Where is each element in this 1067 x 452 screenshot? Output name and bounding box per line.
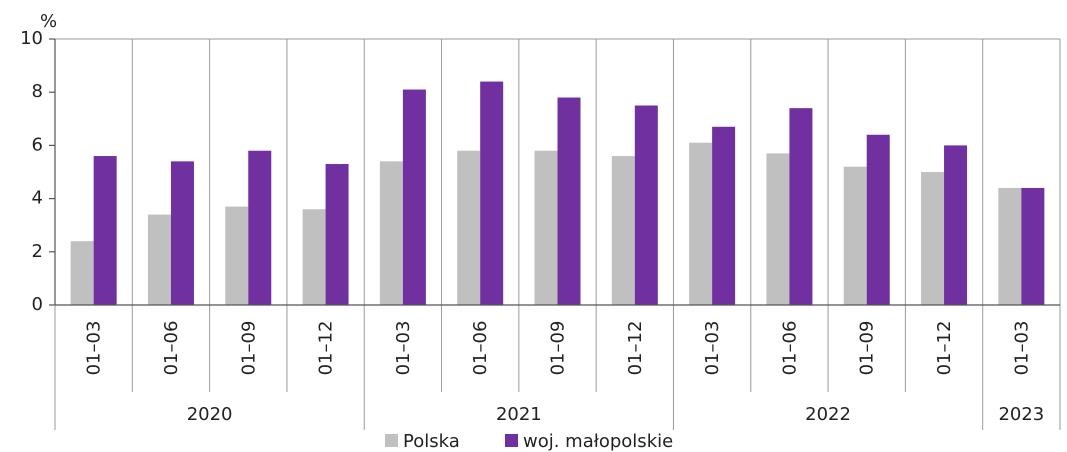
bar — [944, 145, 968, 305]
bar — [379, 161, 403, 305]
unit-label: % — [40, 11, 57, 32]
bar — [402, 89, 426, 305]
x-tick-label: 01–12 — [625, 321, 646, 376]
bar — [689, 142, 713, 305]
bar — [634, 105, 658, 305]
x-tick-label: 01–03 — [393, 321, 414, 376]
legend-label: Polska — [403, 431, 460, 452]
bar — [843, 166, 867, 305]
bar — [225, 206, 249, 305]
x-tick-label: 01–06 — [779, 321, 800, 376]
y-tick-label: 6 — [32, 134, 43, 155]
legend-swatch — [505, 434, 518, 447]
bar — [70, 241, 94, 305]
bar — [534, 150, 558, 305]
x-tick-label: 01–09 — [857, 321, 878, 376]
x-tick-label: 01–03 — [1011, 321, 1032, 376]
x-tick-label: 01–06 — [161, 321, 182, 376]
x-tick-label: 01–06 — [470, 321, 491, 376]
legend-label: woj. małopolskie — [523, 431, 673, 452]
bar — [789, 108, 813, 305]
x-tick-label: 01–12 — [934, 321, 955, 376]
x-tick-label: 01–03 — [84, 321, 105, 376]
y-tick-label: 8 — [32, 81, 43, 102]
bar — [302, 209, 326, 305]
bar — [921, 172, 945, 305]
bar — [457, 150, 481, 305]
bar — [998, 187, 1022, 305]
x-tick-label: 01–09 — [548, 321, 569, 376]
bar — [766, 153, 790, 305]
bar — [93, 156, 117, 305]
group-label: 2023 — [998, 404, 1044, 425]
group-label: 2022 — [805, 404, 851, 425]
bar — [480, 81, 504, 305]
bar — [248, 150, 272, 305]
bar — [611, 156, 635, 305]
x-tick-label: 01–12 — [316, 321, 337, 376]
bar — [712, 126, 736, 305]
y-tick-label: 2 — [32, 241, 43, 262]
x-tick-label: 01–03 — [702, 321, 723, 376]
y-tick-label: 10 — [20, 28, 43, 49]
y-tick-label: 4 — [32, 188, 43, 209]
bar — [147, 214, 171, 305]
bar — [1021, 187, 1045, 305]
group-label: 2020 — [187, 404, 233, 425]
bar — [557, 97, 581, 306]
bar — [866, 134, 890, 305]
bar — [170, 161, 194, 305]
bar — [325, 164, 349, 305]
group-label: 2021 — [496, 404, 542, 425]
legend-swatch — [385, 434, 398, 447]
y-tick-label: 0 — [32, 294, 43, 315]
x-tick-label: 01–09 — [238, 321, 259, 376]
